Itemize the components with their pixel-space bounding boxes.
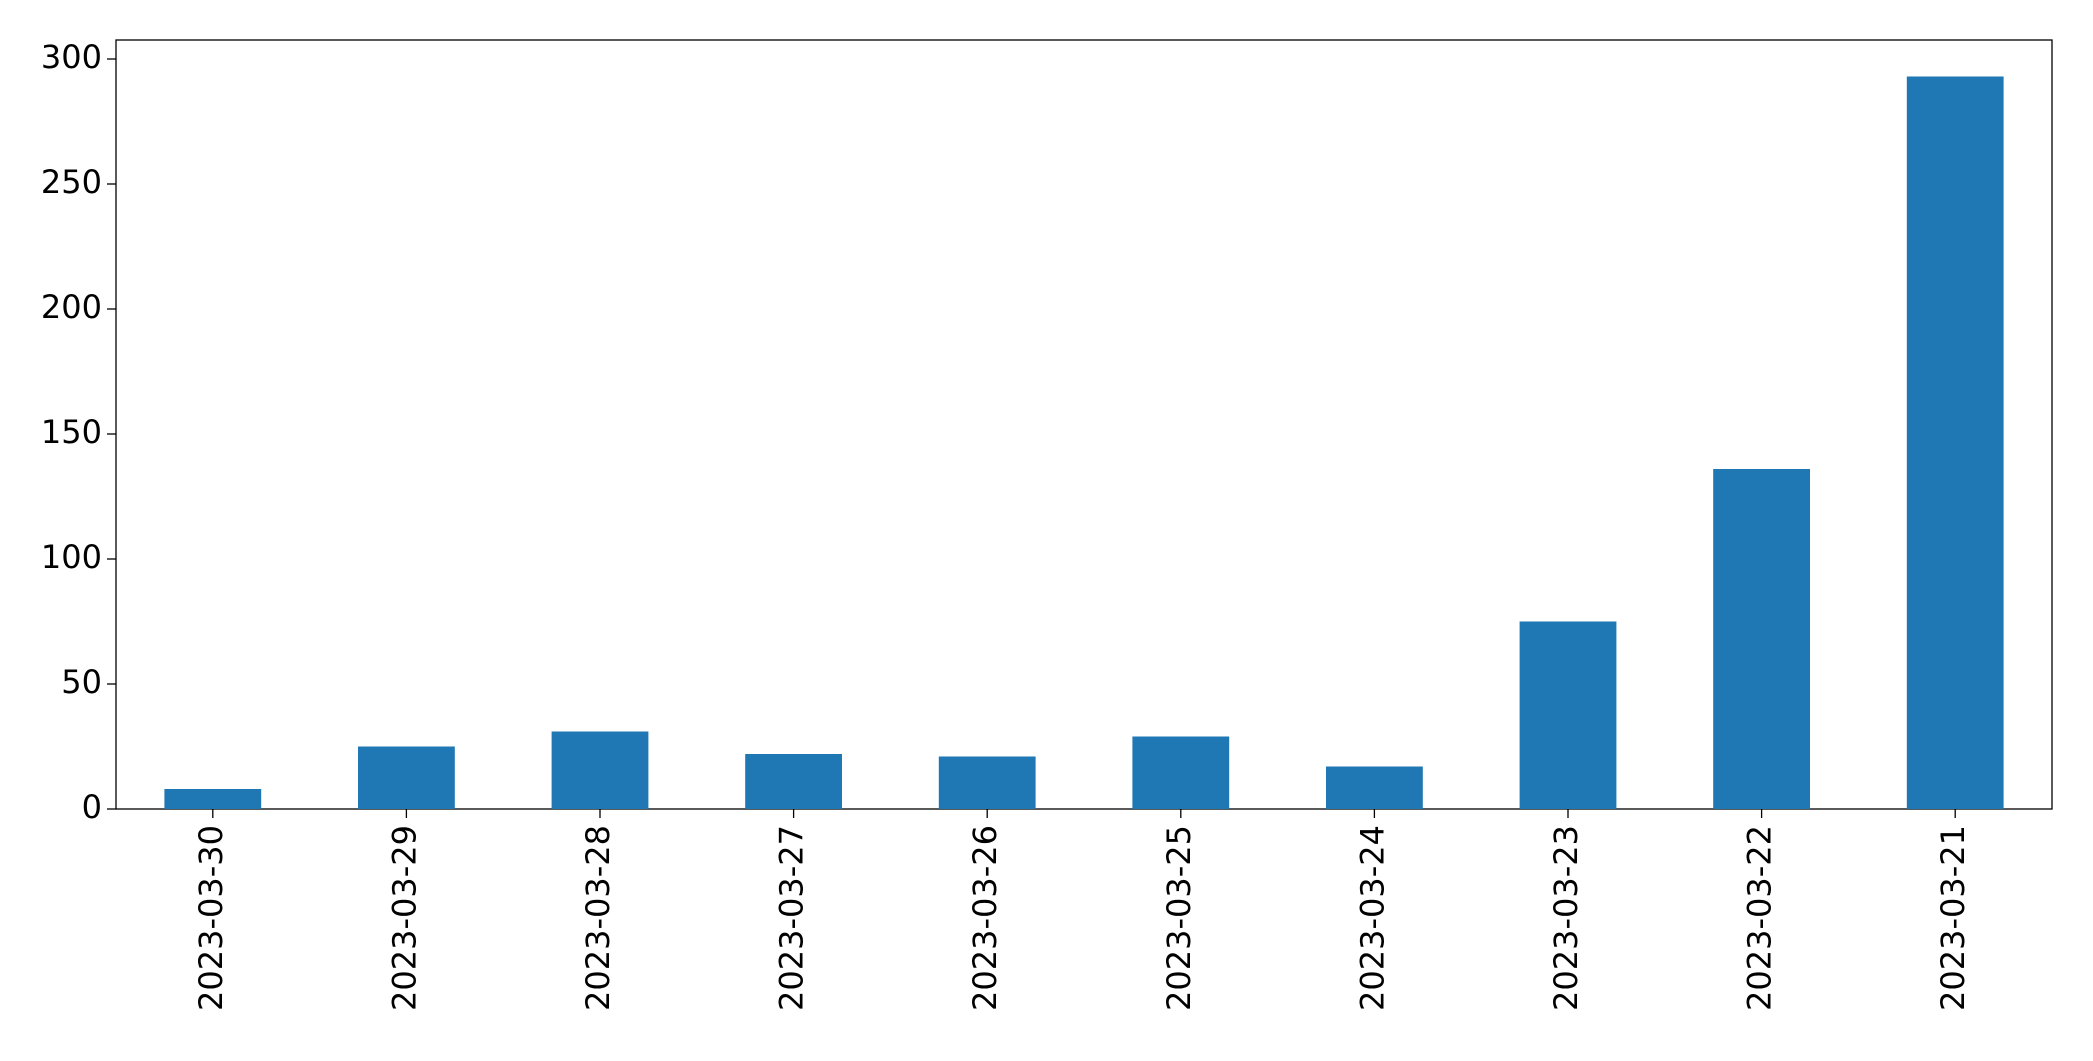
bar [1519,621,1617,809]
bar [358,746,455,809]
y-tick-label: 150 [41,413,102,451]
x-tick-label: 2023-03-24 [1353,825,1391,1011]
bar [551,731,649,809]
x-tick-label: 2023-03-28 [579,825,617,1011]
y-tick-label: 100 [41,538,102,576]
bar [1326,766,1423,809]
x-tick-label: 2023-03-29 [385,825,423,1011]
x-tick-label: 2023-03-23 [1547,825,1585,1011]
y-tick-label: 50 [61,663,102,701]
y-tick-label: 0 [82,788,102,826]
x-tick-label: 2023-03-21 [1934,825,1972,1011]
bar [1713,469,1810,809]
bar [1132,736,1230,809]
x-tick-label: 2023-03-30 [192,825,230,1011]
bar [164,789,262,809]
bar [938,756,1036,809]
y-tick-label: 300 [41,38,102,76]
y-tick-label: 200 [41,288,102,326]
plot-frame [115,39,2053,810]
x-tick-label: 2023-03-25 [1160,825,1198,1011]
x-tick-label: 2023-03-26 [966,825,1004,1011]
x-tick-label: 2023-03-22 [1741,825,1779,1011]
x-tick-label: 2023-03-27 [773,825,811,1011]
y-tick-label: 250 [41,163,102,201]
bar [745,754,842,809]
bar [1906,76,2004,809]
